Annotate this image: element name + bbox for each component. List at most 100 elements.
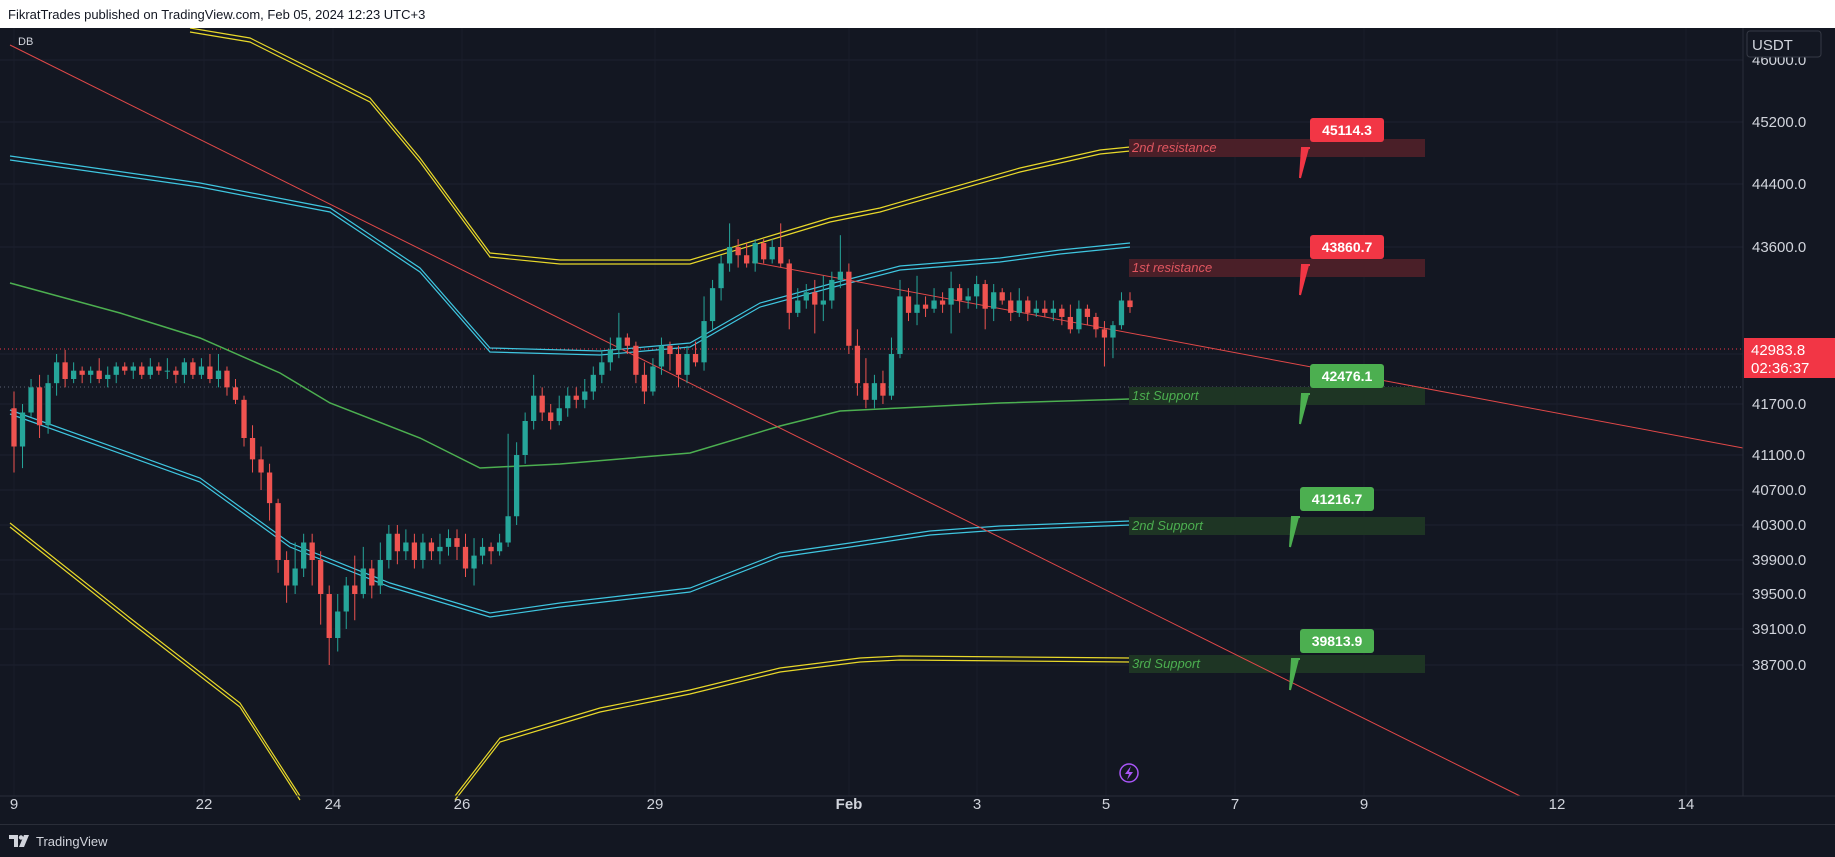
candle: [607, 337, 613, 371]
candle: [156, 362, 162, 375]
candle: [1076, 300, 1082, 334]
candle: [726, 223, 733, 272]
level-zone-label: 3rd Support: [1132, 656, 1201, 671]
lower-cyan-band: [9, 413, 1131, 618]
candle: [718, 255, 724, 301]
candle: [658, 337, 665, 375]
candle: [931, 288, 937, 313]
level-callout-value: 45114.3: [1322, 122, 1372, 138]
candle: [122, 362, 128, 375]
candle: [181, 358, 188, 384]
candle: [70, 362, 77, 384]
candle: [394, 525, 400, 565]
tradingview-logo-icon: [9, 835, 29, 847]
candle: [1059, 304, 1065, 326]
candle: [582, 379, 588, 409]
candle: [556, 395, 562, 426]
candle: [207, 354, 213, 384]
candle: [701, 296, 707, 371]
lightning-icon[interactable]: [1119, 763, 1139, 783]
price-tick-label: 39100.0: [1752, 621, 1806, 638]
candle: [258, 446, 264, 490]
chart-area[interactable]: 2nd resistance 1st resistance 1st Support 2…: [0, 27, 1835, 824]
publish-header: FikratTrades published on TradingView.co…: [0, 0, 1835, 28]
candle: [454, 529, 460, 560]
level-zone: [1129, 655, 1425, 673]
candles: [11, 223, 1133, 665]
candle: [786, 259, 792, 330]
footer-bar: TradingView: [0, 824, 1835, 857]
level-callout: 43860.7: [1299, 235, 1384, 296]
time-tick-label: 29: [647, 796, 664, 813]
level-callout-value: 42476.1: [1322, 368, 1373, 384]
candle: [573, 387, 579, 409]
candle: [309, 533, 315, 586]
candle: [599, 349, 605, 384]
price-tick-label: 41700.0: [1752, 396, 1806, 413]
candle: [939, 292, 946, 313]
candle: [275, 498, 281, 573]
candle: [318, 551, 324, 625]
time-axis[interactable]: 9 22 24 26 29 Feb 3 5 7 9 12 14: [10, 796, 1695, 813]
price-tick-label: 38700.0: [1752, 657, 1806, 674]
candle: [914, 275, 920, 326]
candle: [948, 271, 954, 334]
candle: [360, 546, 366, 599]
candle: [522, 412, 528, 464]
candle: [590, 366, 596, 400]
candle: [437, 533, 443, 565]
candle: [667, 341, 673, 371]
candle: [641, 362, 648, 404]
price-tick-label: 40700.0: [1752, 482, 1806, 499]
publish-text: FikratTrades published on TradingView.co…: [8, 6, 426, 22]
candle: [803, 284, 809, 309]
candle: [846, 263, 852, 354]
time-tick-label: 9: [10, 796, 18, 813]
candle: [19, 404, 26, 469]
candle: [147, 358, 153, 379]
time-tick-label: 12: [1549, 796, 1566, 813]
candle: [548, 404, 554, 430]
candle: [999, 288, 1005, 305]
candle: [752, 239, 758, 272]
currency-label: USDT: [1752, 37, 1793, 54]
candle: [1101, 321, 1108, 367]
candle: [735, 239, 741, 268]
candle: [496, 533, 503, 556]
candle: [420, 533, 426, 569]
candle: [812, 279, 818, 334]
candle: [871, 374, 878, 409]
lower-yellow-band-right: [454, 659, 1131, 801]
candle: [164, 358, 170, 379]
candle: [326, 585, 332, 665]
candle: [1084, 304, 1091, 326]
candle: [79, 366, 85, 384]
time-tick-label: 24: [325, 796, 342, 813]
descending-trendline: [9, 44, 1521, 797]
price-chart[interactable]: 2nd resistance 1st resistance 1st Support 2…: [0, 27, 1835, 824]
time-tick-label: 26: [454, 796, 471, 813]
candle: [462, 533, 469, 577]
upper-cyan-band: [9, 159, 1131, 356]
currency-button[interactable]: USDT: [1746, 30, 1822, 58]
candle: [471, 538, 477, 586]
lower-yellow-band-right: [454, 655, 1131, 797]
lower-yellow-band-left: [9, 522, 301, 797]
candle: [684, 345, 690, 384]
candle: [709, 279, 716, 330]
candle: [45, 374, 51, 434]
price-tick-label: 44400.0: [1752, 176, 1806, 193]
candle: [982, 279, 988, 330]
candle: [854, 329, 861, 396]
candle: [301, 533, 307, 577]
lower-yellow-band-left: [9, 526, 301, 801]
candle: [837, 235, 843, 289]
candle: [292, 542, 298, 594]
level-callout-value: 41216.7: [1312, 491, 1363, 507]
level-zones: 2nd resistance 1st resistance 1st Support 2…: [1129, 139, 1425, 673]
candle: [190, 358, 196, 379]
price-axis[interactable]: 46000.045200.044400.043600.042300.041700…: [1752, 52, 1806, 674]
candle: [820, 275, 826, 322]
candle: [769, 239, 775, 264]
symbol-badge-text: DB: [18, 36, 33, 48]
